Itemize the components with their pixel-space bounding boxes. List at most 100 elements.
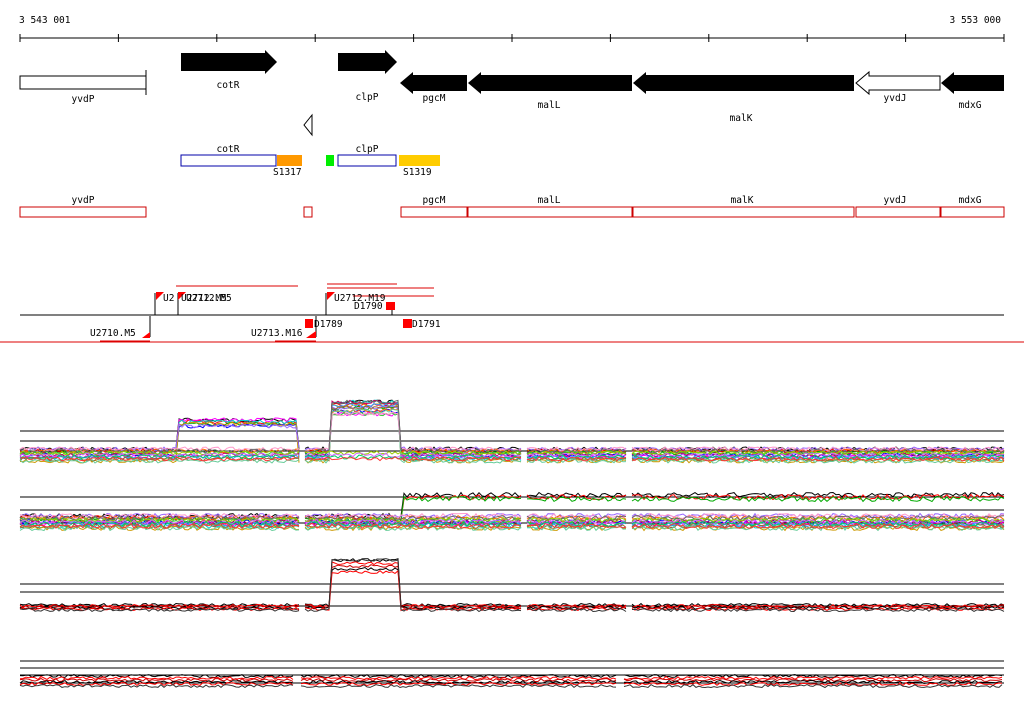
expression-profile-line [19, 683, 294, 689]
expression-profile-line [300, 677, 617, 682]
gene-arrow-clpP[interactable] [338, 50, 397, 74]
expression-profile-line [631, 607, 1005, 613]
feature-connector [150, 293, 156, 316]
expression-profile-line [304, 516, 522, 524]
gene-label-mdxG: mdxG [959, 100, 982, 111]
gene-box-yvdJ[interactable] [855, 206, 941, 218]
transcript-box-clpP[interactable] [337, 154, 397, 167]
gene-arrow-malK[interactable] [633, 72, 854, 94]
expression-profile-line [526, 608, 627, 613]
expression-profile-line [623, 675, 1003, 681]
expression-profile-line [526, 524, 627, 532]
expression-profile-line [631, 604, 1005, 610]
transcript-label-cotR: cotR [217, 144, 240, 155]
gene-arrow-cotR[interactable] [181, 50, 277, 74]
expression-panel-selected-reverse [19, 660, 1004, 689]
gene-box-mdxG[interactable] [940, 206, 1005, 218]
expression-profile-line [304, 558, 522, 613]
transcript-box-cotR[interactable] [180, 154, 277, 167]
expression-panel-all-forward [19, 399, 1005, 464]
gene-arrow-malL[interactable] [468, 72, 632, 94]
gene-label-yvdJ: yvdJ [884, 93, 907, 104]
gene-label-malK: malK [730, 113, 753, 124]
expression-profile-line [631, 446, 1005, 452]
expression-profile-line [19, 456, 300, 462]
region-S1317[interactable] [277, 155, 302, 166]
expression-profile-line [19, 421, 300, 464]
feature-connector [322, 293, 327, 316]
expression-profile-line [304, 564, 522, 610]
feature-label-U2712-M5-overlap: U2712.M5 [186, 293, 232, 304]
gene-box-small[interactable] [303, 206, 313, 218]
expression-profile-line [526, 458, 627, 464]
expression-profile-line [526, 520, 627, 527]
gene-box-label-malL: malL [538, 195, 561, 206]
expression-profile-line [526, 522, 627, 529]
expression-profile-line [19, 522, 300, 530]
feature-marker-U2[interactable] [156, 292, 164, 300]
region-green-marker[interactable] [326, 155, 334, 166]
ruler-ticks [19, 34, 1005, 42]
expression-profile-line [631, 450, 1005, 456]
expression-profile-line [631, 491, 1005, 499]
expression-profile-line [526, 446, 627, 452]
region-label-S1317: S1317 [273, 167, 302, 178]
expression-profile-line [19, 454, 300, 460]
gene-box-label-pgcM: pgcM [423, 195, 446, 206]
expression-profile-line [19, 673, 294, 679]
terminator-marker[interactable] [303, 113, 313, 137]
region-label-S1319: S1319 [403, 167, 432, 178]
expression-profile-line [19, 602, 300, 608]
gene-label-malL: malL [538, 100, 561, 111]
expression-panel-all-reverse [19, 491, 1005, 532]
gene-box-malL[interactable] [467, 206, 633, 218]
feature-marker-D1791[interactable] [403, 319, 412, 328]
coordinate-ruler: 3 543 001 3 553 000 [19, 15, 1005, 42]
gene-box-malK[interactable] [632, 206, 855, 218]
expression-profile-line [19, 423, 300, 452]
gene-label-yvdP: yvdP [72, 94, 95, 105]
feature-label-U2712-M19: U2712.M19 [334, 293, 386, 304]
feature-marker-U2712-M5[interactable] [178, 292, 186, 300]
gene-box-yvdP[interactable] [19, 206, 147, 218]
feature-marker-U2710-M5[interactable] [142, 332, 150, 338]
region-S1319[interactable] [399, 155, 440, 166]
feature-marker-D1790[interactable] [386, 302, 395, 310]
gene-box-label-yvdJ: yvdJ [884, 195, 907, 206]
expression-profile-line [631, 514, 1005, 522]
expression-profile-line [526, 518, 627, 526]
feature-label-D1790: D1790 [354, 301, 383, 312]
expression-profile-line [526, 452, 627, 458]
expression-profile-line [526, 494, 627, 500]
expression-profile-line [631, 452, 1005, 458]
expression-profile-line [19, 681, 294, 687]
gene-label-pgcM: pgcM [423, 93, 446, 104]
expression-profile-line [304, 456, 522, 462]
gene-arrow-pgcM[interactable] [400, 72, 467, 94]
expression-profile-line [632, 456, 1005, 462]
feature-marker-U2712-M19[interactable] [327, 292, 335, 300]
gene-label-clpP: clpP [356, 92, 379, 103]
expression-profile-line [304, 450, 522, 456]
expression-profile-line [526, 450, 627, 456]
gene-arrow-yvdP[interactable] [19, 75, 147, 90]
feature-label-D1789: D1789 [314, 319, 343, 330]
expression-profile-line [19, 607, 300, 612]
boundary-feature-track: U2 U2712.M5 U2712.M5 U2712.M19 D1790 U27… [0, 283, 1024, 343]
expression-profile-line [19, 446, 300, 452]
expression-profile-line [304, 408, 522, 464]
feature-marker-U2713-M16[interactable] [306, 331, 316, 338]
expression-profile-line [631, 495, 1005, 503]
expression-profile-line [19, 677, 294, 683]
gene-arrow-yvdJ[interactable] [855, 70, 941, 96]
expression-profile-line [623, 679, 1003, 685]
feature-label-D1791: D1791 [412, 319, 441, 330]
gene-track: yvdP cotR clpP pgcM malL malK yvdJ mdxG [19, 50, 1004, 124]
gene-box-label-malK: malK [731, 195, 754, 206]
feature-label-U2712-M5: U2712.M5 [181, 293, 227, 304]
transcript-track: cotR S1317 clpP S1319 [180, 113, 440, 178]
gene-box-pgcM[interactable] [400, 206, 468, 218]
feature-marker-D1789[interactable] [305, 319, 313, 328]
gene-arrow-mdxG[interactable] [941, 72, 1004, 94]
